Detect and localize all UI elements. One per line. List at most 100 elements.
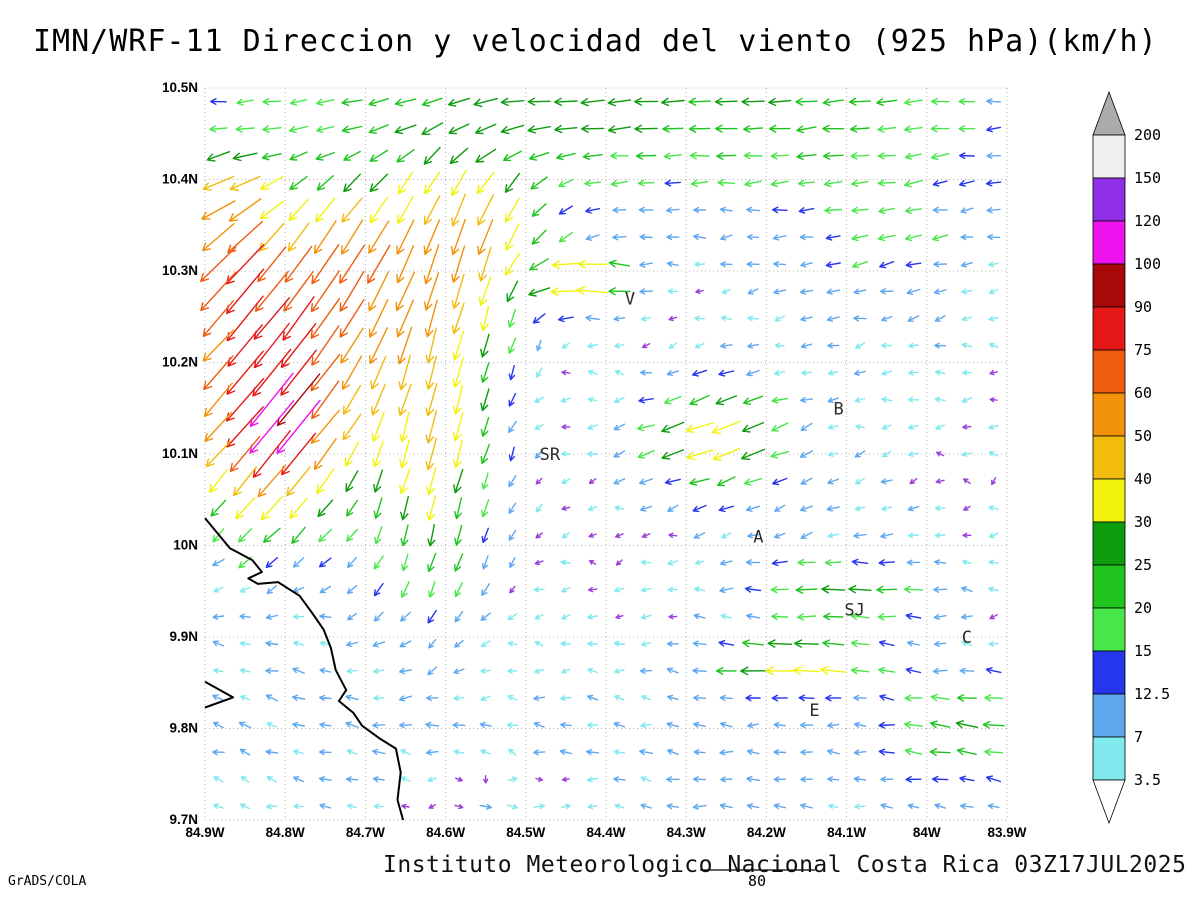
wind-arrow — [201, 200, 236, 220]
wind-arrow — [210, 98, 227, 105]
wind-arrow — [610, 179, 629, 187]
wind-arrow — [638, 396, 654, 404]
wind-arrow — [339, 270, 365, 312]
wind-arrow — [372, 440, 384, 468]
wind-arrow — [667, 504, 679, 512]
wind-arrow — [746, 748, 760, 755]
wind-arrow — [373, 555, 384, 570]
wind-arrow — [560, 640, 572, 647]
wind-arrow — [454, 582, 464, 598]
wind-arrow — [428, 639, 437, 649]
wind-arrow — [345, 776, 359, 783]
station-label-e: E — [809, 701, 819, 721]
wind-arrow — [318, 776, 332, 783]
wind-arrow — [773, 776, 786, 783]
wind-arrow — [641, 695, 652, 701]
wind-arrow — [200, 271, 237, 312]
wind-arrow — [692, 369, 708, 377]
wind-arrow — [576, 286, 609, 295]
wind-arrow — [822, 152, 844, 160]
wind-arrow — [796, 125, 817, 134]
wind-arrow — [933, 613, 947, 620]
wind-arrow — [958, 125, 976, 133]
wind-arrow — [988, 288, 999, 295]
wind-arrow — [480, 749, 491, 755]
wind-arrow — [988, 451, 999, 457]
wind-arrow — [720, 776, 733, 783]
wind-arrow — [506, 280, 519, 303]
wind-arrow — [535, 776, 544, 782]
wind-arrow — [507, 309, 516, 328]
wind-arrow — [588, 478, 597, 485]
wind-arrow — [904, 721, 923, 729]
wind-arrow — [800, 803, 813, 810]
wind-arrow — [986, 206, 1001, 214]
x-axis-tick-label: 83.9W — [987, 825, 1026, 840]
coastline-path — [204, 517, 405, 821]
wind-arrow — [340, 327, 364, 364]
wind-arrow — [225, 243, 265, 285]
wind-arrow — [715, 395, 738, 406]
wind-arrow — [342, 413, 362, 441]
wind-arrow — [204, 411, 233, 443]
wind-arrow — [826, 288, 841, 295]
wind-arrow — [587, 694, 599, 701]
wind-arrow — [639, 748, 654, 756]
wind-arrow — [587, 424, 598, 430]
wind-arrow — [292, 721, 305, 728]
wind-arrow — [988, 586, 1000, 593]
wind-arrow — [823, 612, 844, 621]
wind-arrow — [640, 559, 652, 566]
wind-arrow — [561, 668, 571, 674]
wind-arrow — [506, 722, 519, 728]
wind-arrow — [851, 206, 869, 214]
wind-arrow — [577, 259, 608, 269]
wind-arrow — [367, 244, 391, 284]
wind-arrow — [718, 505, 734, 513]
wind-arrow — [768, 97, 792, 107]
wind-arrow — [988, 424, 999, 430]
wind-arrow — [342, 384, 362, 415]
wind-arrow — [397, 196, 414, 224]
wind-arrow — [988, 505, 999, 511]
wind-arrow — [239, 640, 251, 647]
wind-arrow — [929, 748, 951, 756]
legend-box — [1092, 134, 1126, 179]
wind-arrow — [934, 342, 947, 349]
x-axis-tick-label: 84.4W — [586, 825, 625, 840]
wind-arrow — [877, 125, 897, 133]
wind-arrow — [534, 559, 544, 566]
wind-arrow — [853, 749, 867, 756]
wind-arrow — [398, 695, 413, 702]
wind-arrow — [455, 776, 463, 782]
wind-arrow — [640, 315, 652, 322]
wind-arrow — [694, 586, 706, 593]
wind-arrow — [774, 532, 786, 539]
wind-arrow — [394, 124, 417, 135]
wind-arrow — [227, 220, 263, 254]
wind-arrow — [933, 261, 948, 268]
wind-arrow — [824, 559, 842, 567]
wind-arrow — [961, 586, 973, 593]
wind-arrow — [634, 97, 659, 106]
wind-arrow — [880, 532, 894, 539]
wind-arrow — [561, 803, 571, 810]
wind-arrow — [799, 288, 814, 295]
x-axis-tick-label: 84.7W — [346, 825, 385, 840]
wind-arrow — [720, 234, 733, 241]
x-axis-tick-label: 84.6W — [426, 825, 465, 840]
legend-box — [1092, 521, 1126, 566]
wind-arrow — [508, 475, 517, 488]
wind-arrow — [851, 234, 869, 242]
wind-arrow — [827, 451, 839, 457]
wind-arrow — [293, 640, 305, 647]
wind-arrow — [341, 125, 363, 134]
wind-arrow — [770, 586, 789, 594]
wind-arrow — [426, 695, 439, 702]
wind-arrow — [854, 505, 866, 512]
wind-arrow — [614, 586, 625, 593]
wind-arrow — [427, 609, 437, 624]
wind-arrow — [956, 694, 977, 702]
chart-title: IMN/WRF-11 Direccion y velocidad del vie… — [33, 24, 1158, 59]
wind-arrow — [987, 233, 1001, 241]
